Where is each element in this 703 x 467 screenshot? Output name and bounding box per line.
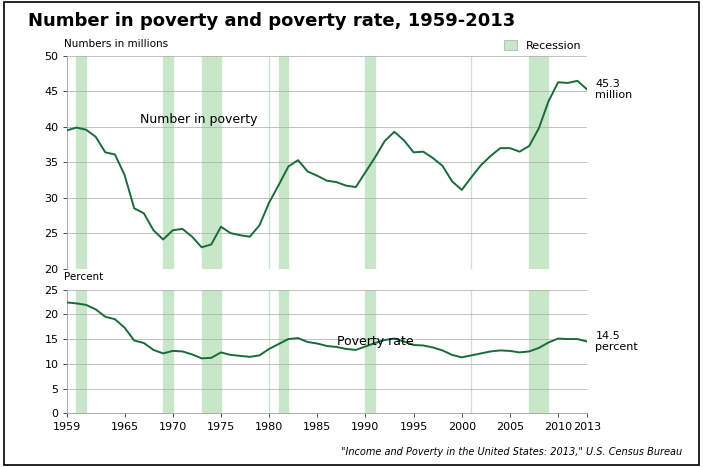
Bar: [163, 56, 173, 269]
Text: Percent: Percent: [64, 272, 103, 282]
Text: Number in poverty and poverty rate, 1959-2013: Number in poverty and poverty rate, 1959…: [28, 12, 515, 30]
Text: Numbers in millions: Numbers in millions: [64, 39, 168, 49]
Bar: [202, 56, 221, 269]
Legend: Recession: Recession: [503, 40, 581, 51]
Bar: [529, 56, 548, 269]
Bar: [278, 290, 288, 413]
Bar: [278, 56, 288, 269]
Text: 45.3
million: 45.3 million: [595, 78, 633, 100]
Bar: [163, 290, 173, 413]
Bar: [529, 290, 548, 413]
Bar: [366, 290, 375, 413]
Text: "Income and Poverty in the United States: 2013," U.S. Census Bureau: "Income and Poverty in the United States…: [341, 447, 682, 457]
Bar: [366, 56, 375, 269]
Bar: [77, 56, 86, 269]
Bar: [77, 290, 86, 413]
Bar: [202, 290, 221, 413]
Text: Number in poverty: Number in poverty: [140, 113, 257, 126]
Text: Poverty rate: Poverty rate: [337, 335, 414, 348]
Text: 14.5
percent: 14.5 percent: [595, 331, 638, 352]
